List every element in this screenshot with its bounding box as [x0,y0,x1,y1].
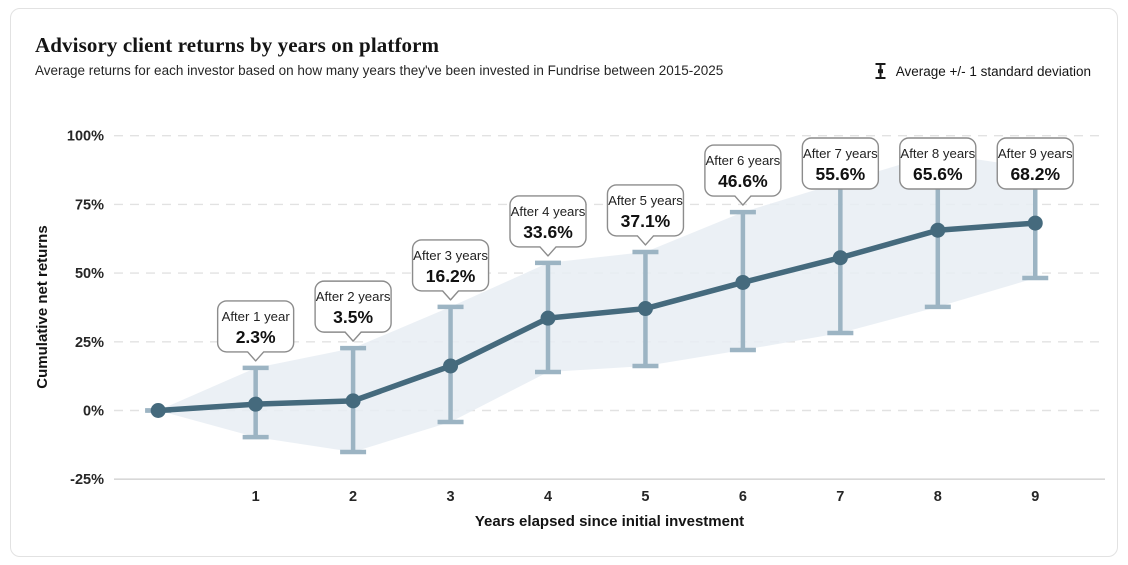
annotation-label: After 8 years [900,146,975,161]
data-point-year-1 [248,396,264,412]
annotation-label: After 2 years [316,289,391,304]
x-tick-label: 8 [934,489,942,505]
error-bar-icon [874,62,887,80]
data-point-year-8 [930,222,946,238]
annotation-tail [734,195,752,206]
data-point-year-6 [735,274,751,290]
annotation-tail [247,351,265,362]
y-tick-label: 0% [83,404,104,420]
x-tick-label: 1 [252,489,260,505]
annotation-year-7: After 7 years 55.6% [801,137,880,190]
annotation-box [899,137,977,190]
y-axis-title: Cumulative net returns [34,225,51,388]
x-tick-label: 4 [544,489,552,505]
annotation-label: After 6 years [706,153,781,168]
annotation-label: After 7 years [803,146,878,161]
data-point-year-7 [832,250,848,266]
x-tick-label: 3 [447,489,455,505]
annotation-value: 68.2% [1010,164,1060,184]
returns-line [155,220,1038,414]
annotation-box [996,137,1074,190]
annotation-value: 3.5% [333,307,373,327]
std-dev-band [158,153,1036,452]
y-tick-label: 50% [75,266,104,282]
annotation-year-1: After 1 year 2.3% [216,300,295,362]
annotation-label: After 4 years [511,204,586,219]
x-tick-label: 2 [349,489,357,505]
x-tick-label: 9 [1031,489,1039,505]
data-point-year-3 [443,358,459,374]
annotation-tail [344,331,362,342]
annotation-value: 55.6% [816,164,866,184]
annotation-year-6: After 6 years 46.6% [704,144,782,206]
y-tick-label: -25% [70,472,104,488]
annotation-tail [539,246,557,257]
annotation-year-5: After 5 years 37.1% [606,184,685,246]
annotation-tail [442,290,460,301]
chart-subtitle: Average returns for each investor based … [35,63,724,78]
data-point-year-0 [150,403,166,418]
x-tick-label: 7 [836,489,844,505]
annotation-tail [636,235,654,246]
annotation-year-9: After 9 years 68.2% [996,137,1074,190]
x-axis-title: Years elapsed since initial investment [475,513,744,530]
annotation-label: After 1 year [222,309,291,324]
data-point-year-4 [540,310,556,326]
annotation-value: 16.2% [426,266,476,286]
annotation-value: 33.6% [523,222,573,242]
annotation-label: After 9 years [998,146,1073,161]
annotation-value: 37.1% [621,211,671,231]
y-tick-label: 75% [75,197,104,213]
x-tick-label: 6 [739,489,747,505]
annotation-box [801,137,880,190]
y-tick-label: 25% [75,335,104,351]
annotation-label: After 5 years [608,193,683,208]
data-point-year-9 [1027,215,1043,231]
annotation-year-8: After 8 years 65.6% [899,137,977,190]
annotation-year-2: After 2 years 3.5% [314,280,392,342]
annotation-year-3: After 3 years 16.2% [411,239,490,301]
page-title: Advisory client returns by years on plat… [35,33,440,57]
annotation-year-4: After 4 years 33.6% [509,195,587,257]
annotation-value: 65.6% [913,164,963,184]
y-tick-label: 100% [67,129,104,145]
legend: Average +/- 1 standard deviation [874,62,1091,80]
x-tick-label: 5 [641,489,649,505]
data-point-year-2 [345,393,361,409]
annotation-value: 46.6% [718,171,768,191]
annotation-value: 2.3% [236,327,276,347]
data-point-year-5 [637,301,653,317]
legend-label: Average +/- 1 standard deviation [895,63,1091,79]
annotation-label: After 3 years [413,248,488,263]
